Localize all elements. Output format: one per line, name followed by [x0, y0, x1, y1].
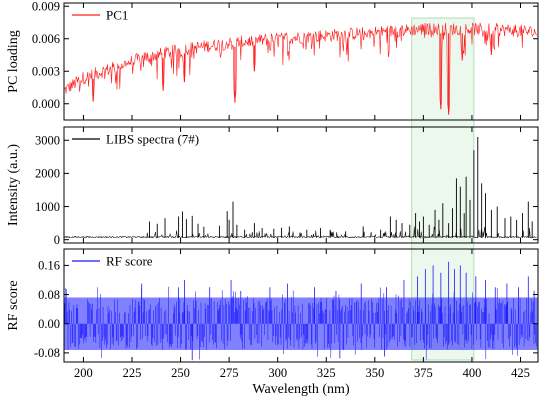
libs-spectra-ylabel: Intensity (a.u.): [6, 144, 21, 226]
pc-loading-panel: [64, 22, 537, 115]
frame-layer: 0.000 0.003 0.006 0.009 PC loading PC1 0 1000 20…: [6, 0, 539, 397]
pc-loading-series-group: [64, 22, 537, 115]
pc-loading-ytick-label-2: 0.006: [32, 32, 60, 46]
rf-score-series-group: [64, 261, 538, 361]
rf-score-frame: [63, 248, 539, 363]
pc-loading-ytick-label-0: 0.000: [32, 97, 60, 111]
rf-score-panel: [64, 261, 538, 361]
libs-spectrum-line: [64, 226, 537, 239]
rf-score-legend-label: RF score: [106, 254, 153, 269]
rf-score-dense-band: [64, 297, 538, 350]
libs-spectra-ytick-label-2: 2000: [35, 167, 60, 181]
x-tick-label-5: 325: [317, 366, 336, 380]
x-tick-label-8: 400: [463, 366, 482, 380]
pc-loading-legend-label: PC1: [106, 8, 128, 23]
plot-layer: [64, 22, 538, 361]
x-tick-label-4: 300: [268, 366, 287, 380]
libs-spectra-ytick-label-1: 1000: [35, 200, 60, 214]
rf-score-ytick-label-2: 0.08: [38, 288, 60, 302]
x-tick-label-2: 250: [171, 366, 190, 380]
x-tick-label-3: 275: [220, 366, 239, 380]
x-tick-label-1: 225: [123, 366, 142, 380]
libs-spectra-frame: [63, 126, 539, 244]
pc1-line: [64, 22, 537, 113]
x-tick-label-6: 350: [365, 366, 384, 380]
libs-spectra-ytick-label-0: 0: [54, 233, 60, 247]
pc-loading-ylabel: PC loading: [6, 30, 21, 93]
x-axis-title: Wavelength (nm): [252, 382, 350, 397]
pc-loading-ytick-label-3: 0.009: [32, 0, 60, 14]
pc-loading-frame: [63, 2, 539, 121]
rf-score-ylabel: RF score: [6, 280, 21, 330]
rf-score-ytick-label-0: -0.08: [34, 346, 60, 360]
rf-score-ytick-label-3: 0.16: [38, 259, 60, 273]
libs-spectra-panel: [64, 136, 537, 239]
x-tick-label-9: 425: [511, 366, 530, 380]
x-tick-label-7: 375: [414, 366, 433, 380]
x-tick-label-0: 200: [74, 366, 93, 380]
libs-spectra-ytick-label-3: 3000: [35, 134, 60, 148]
rf-score-ytick-label-1: 0.00: [38, 317, 60, 331]
pc-loading-ytick-label-1: 0.003: [32, 65, 60, 79]
libs-spectra-legend-label: LIBS spectra (7#): [106, 132, 199, 147]
libs-spectra-series-group: [64, 136, 537, 239]
